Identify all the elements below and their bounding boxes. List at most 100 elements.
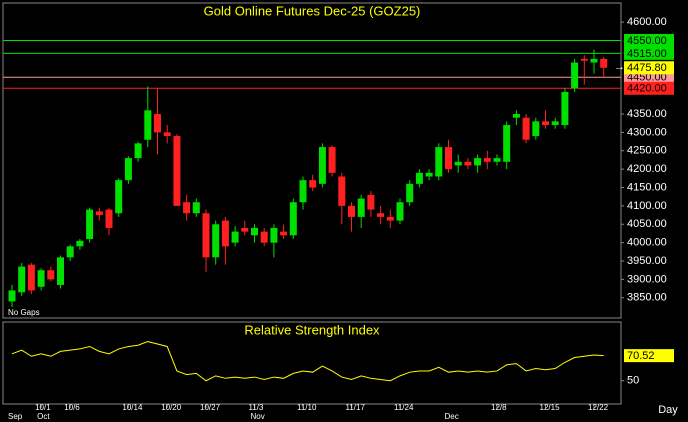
- y-tick-label: 50: [627, 375, 639, 387]
- price-box-label: 4420.00: [627, 83, 667, 95]
- candle-body: [183, 202, 191, 214]
- x-tick-label: 10/14: [122, 403, 143, 412]
- candle-body: [231, 231, 239, 243]
- y-tick-label: 4250.00: [627, 145, 667, 157]
- candle-body: [57, 257, 64, 285]
- price-box-label: 70.52: [627, 350, 655, 362]
- price-box: [624, 81, 674, 95]
- candle-body: [318, 147, 326, 184]
- candle-body: [435, 147, 443, 177]
- y-tick-label: 4050.00: [627, 218, 667, 230]
- candle-body: [367, 194, 375, 210]
- candle-body: [260, 231, 268, 243]
- candle-body: [386, 216, 394, 221]
- candle-body: [280, 231, 288, 236]
- candle-body: [105, 209, 113, 228]
- candle-body: [144, 110, 152, 140]
- candle-body: [115, 180, 123, 214]
- x-tick-label: 11/17: [346, 403, 366, 412]
- rsi-line: [11, 341, 604, 382]
- x-tick-label: 11/24: [394, 403, 414, 412]
- candle-body: [221, 220, 229, 247]
- candle-body: [289, 202, 297, 236]
- candle-body: [396, 202, 404, 221]
- candle-body: [503, 125, 511, 162]
- y-tick-label: 4600.00: [627, 16, 667, 28]
- candle-body: [27, 264, 35, 291]
- candle-body: [483, 158, 491, 162]
- y-tick-label: 4000.00: [627, 237, 667, 249]
- price-box-label: 4450.00: [627, 72, 667, 84]
- candle-body: [328, 147, 336, 173]
- candle-body: [173, 136, 181, 206]
- price-box-label: 4515.00: [627, 48, 667, 60]
- y-tick-label: 4350.00: [627, 108, 667, 120]
- candle-body: [154, 114, 161, 133]
- arrow: →: [614, 61, 625, 73]
- x-tick-label: 12/8: [491, 403, 507, 412]
- y-tick-label: 3950.00: [627, 255, 667, 267]
- candle-body: [37, 270, 45, 287]
- candle-body: [532, 121, 540, 137]
- candle-body: [377, 213, 385, 217]
- candle-body: [241, 227, 249, 232]
- y-tick-label: 4150.00: [627, 181, 667, 193]
- month-label: Nov: [251, 412, 265, 421]
- candle-body: [212, 224, 220, 258]
- candle-body: [124, 158, 132, 181]
- candle-body: [522, 117, 530, 140]
- period-label: Day: [658, 404, 678, 416]
- x-tick-label: 10/6: [64, 403, 80, 412]
- candle-body: [406, 183, 414, 203]
- candle-body: [338, 176, 346, 206]
- price-box: [624, 349, 674, 363]
- candle-body: [299, 180, 307, 203]
- x-tick-label: 12/15: [540, 403, 561, 412]
- candle-body: [425, 172, 433, 177]
- candle-body: [542, 121, 549, 126]
- candle-body: [357, 198, 365, 217]
- y-tick-label: 4300.00: [627, 126, 667, 138]
- candle-body: [163, 132, 171, 137]
- candle-body: [551, 121, 559, 126]
- candle-body: [202, 213, 210, 258]
- x-tick-label: 10/20: [161, 403, 182, 412]
- candle-body: [66, 246, 74, 258]
- chart-title: Gold Online Futures Dec-25 (GOZ25): [204, 3, 421, 18]
- candle-body: [18, 266, 26, 293]
- candle-body: [415, 172, 423, 184]
- candle-body: [561, 91, 569, 126]
- candle-body: [454, 161, 462, 166]
- y-tick-label: 4100.00: [627, 200, 667, 212]
- rsi-title: Relative Strength Index: [244, 322, 380, 337]
- price-box: [624, 33, 674, 47]
- candle-body: [600, 58, 608, 68]
- y-tick-label: 3900.00: [627, 273, 667, 285]
- candle-body: [86, 209, 94, 239]
- candle-body: [348, 205, 355, 217]
- price-box: [624, 61, 674, 75]
- y-tick-label: 3850.00: [627, 292, 667, 304]
- price-box: [624, 46, 674, 60]
- candle-body: [493, 158, 501, 162]
- candle-body: [464, 161, 472, 166]
- y-tick-label: 4200.00: [627, 163, 667, 175]
- month-label: Sep: [8, 412, 23, 421]
- x-tick-label: 12/22: [588, 403, 609, 412]
- candle-body: [270, 227, 278, 243]
- candle-body: [474, 158, 482, 166]
- month-label: Oct: [37, 412, 50, 421]
- candle-body: [445, 147, 452, 170]
- annotation: No Gaps: [8, 308, 40, 317]
- candle-body: [47, 270, 55, 280]
- x-tick-label: 10/1: [35, 403, 51, 412]
- candle-body: [76, 240, 84, 247]
- price-box-label: 4475.80: [627, 62, 667, 74]
- rsi-panel: [2, 321, 622, 405]
- candle-body: [192, 202, 200, 214]
- candle-body: [571, 62, 579, 89]
- price-box-label: 4550.00: [627, 35, 667, 47]
- candle-body: [590, 58, 598, 63]
- candle-body: [580, 58, 588, 61]
